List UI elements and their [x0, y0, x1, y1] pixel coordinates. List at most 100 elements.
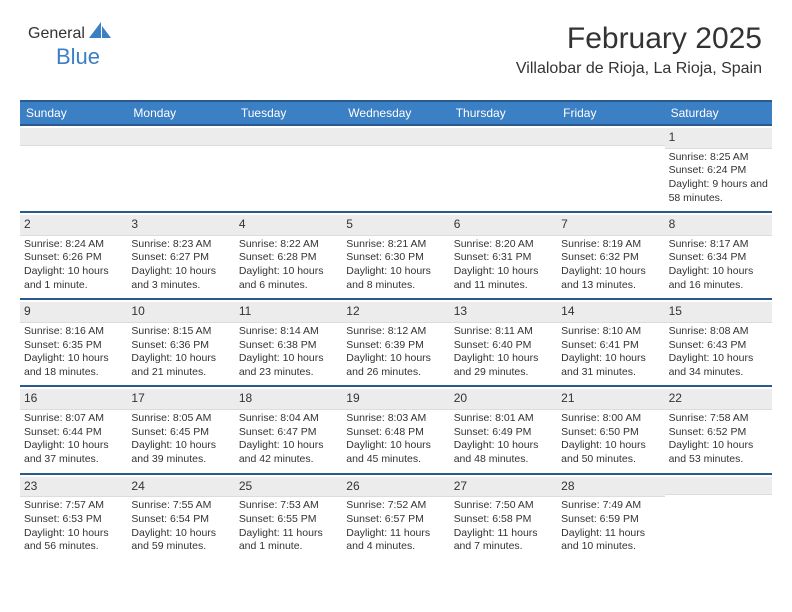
- day-number: 10: [127, 302, 234, 323]
- daylight-text: Daylight: 10 hours and 18 minutes.: [24, 352, 123, 379]
- day-number: 4: [235, 215, 342, 236]
- day-number: [665, 477, 772, 495]
- sunset-text: Sunset: 6:30 PM: [346, 251, 445, 265]
- logo: General Blue: [28, 24, 111, 43]
- sunset-text: Sunset: 6:50 PM: [561, 426, 660, 440]
- daylight-text: Daylight: 10 hours and 29 minutes.: [454, 352, 553, 379]
- sunrise-text: Sunrise: 8:15 AM: [131, 325, 230, 339]
- sunrise-text: Sunrise: 8:07 AM: [24, 412, 123, 426]
- sail-icon: [89, 20, 111, 43]
- sunrise-text: Sunrise: 7:49 AM: [561, 499, 660, 513]
- daylight-text: Daylight: 10 hours and 26 minutes.: [346, 352, 445, 379]
- sunset-text: Sunset: 6:57 PM: [346, 513, 445, 527]
- sunset-text: Sunset: 6:39 PM: [346, 339, 445, 353]
- sunrise-text: Sunrise: 8:04 AM: [239, 412, 338, 426]
- sunrise-text: Sunrise: 8:20 AM: [454, 238, 553, 252]
- sunrise-text: Sunrise: 7:50 AM: [454, 499, 553, 513]
- sunrise-text: Sunrise: 8:10 AM: [561, 325, 660, 339]
- day-number: [557, 128, 664, 146]
- daylight-text: Daylight: 10 hours and 48 minutes.: [454, 439, 553, 466]
- day-number: 20: [450, 389, 557, 410]
- daylight-text: Daylight: 10 hours and 6 minutes.: [239, 265, 338, 292]
- daylight-text: Daylight: 10 hours and 45 minutes.: [346, 439, 445, 466]
- calendar-cell: 22Sunrise: 7:58 AMSunset: 6:52 PMDayligh…: [665, 387, 772, 472]
- calendar-cell: 3Sunrise: 8:23 AMSunset: 6:27 PMDaylight…: [127, 213, 234, 298]
- calendar-cell: [235, 126, 342, 211]
- calendar-cell: 26Sunrise: 7:52 AMSunset: 6:57 PMDayligh…: [342, 475, 449, 560]
- daylight-text: Daylight: 11 hours and 7 minutes.: [454, 527, 553, 554]
- weekday-header: Monday: [127, 102, 234, 124]
- calendar-cell: 21Sunrise: 8:00 AMSunset: 6:50 PMDayligh…: [557, 387, 664, 472]
- sunrise-text: Sunrise: 8:22 AM: [239, 238, 338, 252]
- weekday-header: Sunday: [20, 102, 127, 124]
- sunset-text: Sunset: 6:59 PM: [561, 513, 660, 527]
- calendar: SundayMondayTuesdayWednesdayThursdayFrid…: [20, 100, 772, 560]
- sunset-text: Sunset: 6:53 PM: [24, 513, 123, 527]
- weekday-header: Tuesday: [235, 102, 342, 124]
- weekday-header: Wednesday: [342, 102, 449, 124]
- calendar-cell: 19Sunrise: 8:03 AMSunset: 6:48 PMDayligh…: [342, 387, 449, 472]
- sunrise-text: Sunrise: 8:24 AM: [24, 238, 123, 252]
- sunset-text: Sunset: 6:49 PM: [454, 426, 553, 440]
- calendar-grid: 1Sunrise: 8:25 AMSunset: 6:24 PMDaylight…: [20, 126, 772, 560]
- calendar-cell: 13Sunrise: 8:11 AMSunset: 6:40 PMDayligh…: [450, 300, 557, 385]
- calendar-cell: [342, 126, 449, 211]
- daylight-text: Daylight: 10 hours and 42 minutes.: [239, 439, 338, 466]
- day-number: 1: [665, 128, 772, 149]
- sunset-text: Sunset: 6:41 PM: [561, 339, 660, 353]
- calendar-cell: [665, 475, 772, 560]
- daylight-text: Daylight: 10 hours and 56 minutes.: [24, 527, 123, 554]
- daylight-text: Daylight: 10 hours and 13 minutes.: [561, 265, 660, 292]
- day-number: 7: [557, 215, 664, 236]
- calendar-cell: 14Sunrise: 8:10 AMSunset: 6:41 PMDayligh…: [557, 300, 664, 385]
- weekday-header: Saturday: [665, 102, 772, 124]
- sunset-text: Sunset: 6:27 PM: [131, 251, 230, 265]
- sunrise-text: Sunrise: 7:53 AM: [239, 499, 338, 513]
- calendar-cell: 4Sunrise: 8:22 AMSunset: 6:28 PMDaylight…: [235, 213, 342, 298]
- daylight-text: Daylight: 11 hours and 4 minutes.: [346, 527, 445, 554]
- daylight-text: Daylight: 11 hours and 10 minutes.: [561, 527, 660, 554]
- day-number: [20, 128, 127, 146]
- calendar-cell: 28Sunrise: 7:49 AMSunset: 6:59 PMDayligh…: [557, 475, 664, 560]
- day-number: [235, 128, 342, 146]
- weekday-header: Thursday: [450, 102, 557, 124]
- daylight-text: Daylight: 10 hours and 34 minutes.: [669, 352, 768, 379]
- calendar-cell: [20, 126, 127, 211]
- day-number: 27: [450, 477, 557, 498]
- daylight-text: Daylight: 10 hours and 50 minutes.: [561, 439, 660, 466]
- daylight-text: Daylight: 10 hours and 3 minutes.: [131, 265, 230, 292]
- calendar-cell: 23Sunrise: 7:57 AMSunset: 6:53 PMDayligh…: [20, 475, 127, 560]
- day-number: 5: [342, 215, 449, 236]
- sunset-text: Sunset: 6:58 PM: [454, 513, 553, 527]
- calendar-cell: [557, 126, 664, 211]
- sunrise-text: Sunrise: 8:08 AM: [669, 325, 768, 339]
- sunset-text: Sunset: 6:31 PM: [454, 251, 553, 265]
- day-number: [342, 128, 449, 146]
- logo-text-general: General: [28, 25, 85, 43]
- day-number: 26: [342, 477, 449, 498]
- sunrise-text: Sunrise: 8:17 AM: [669, 238, 768, 252]
- calendar-cell: 9Sunrise: 8:16 AMSunset: 6:35 PMDaylight…: [20, 300, 127, 385]
- day-number: [127, 128, 234, 146]
- sunset-text: Sunset: 6:43 PM: [669, 339, 768, 353]
- sunrise-text: Sunrise: 7:52 AM: [346, 499, 445, 513]
- page-title: February 2025: [516, 22, 762, 56]
- calendar-cell: 6Sunrise: 8:20 AMSunset: 6:31 PMDaylight…: [450, 213, 557, 298]
- sunrise-text: Sunrise: 8:16 AM: [24, 325, 123, 339]
- sunset-text: Sunset: 6:32 PM: [561, 251, 660, 265]
- calendar-cell: 16Sunrise: 8:07 AMSunset: 6:44 PMDayligh…: [20, 387, 127, 472]
- calendar-cell: 17Sunrise: 8:05 AMSunset: 6:45 PMDayligh…: [127, 387, 234, 472]
- daylight-text: Daylight: 10 hours and 23 minutes.: [239, 352, 338, 379]
- calendar-cell: [127, 126, 234, 211]
- sunrise-text: Sunrise: 8:23 AM: [131, 238, 230, 252]
- day-number: 22: [665, 389, 772, 410]
- logo-text-blue: Blue: [56, 44, 100, 69]
- sunset-text: Sunset: 6:40 PM: [454, 339, 553, 353]
- sunset-text: Sunset: 6:26 PM: [24, 251, 123, 265]
- daylight-text: Daylight: 9 hours and 58 minutes.: [669, 178, 768, 205]
- day-number: 8: [665, 215, 772, 236]
- day-number: 24: [127, 477, 234, 498]
- calendar-cell: 10Sunrise: 8:15 AMSunset: 6:36 PMDayligh…: [127, 300, 234, 385]
- weekday-header: Friday: [557, 102, 664, 124]
- daylight-text: Daylight: 10 hours and 37 minutes.: [24, 439, 123, 466]
